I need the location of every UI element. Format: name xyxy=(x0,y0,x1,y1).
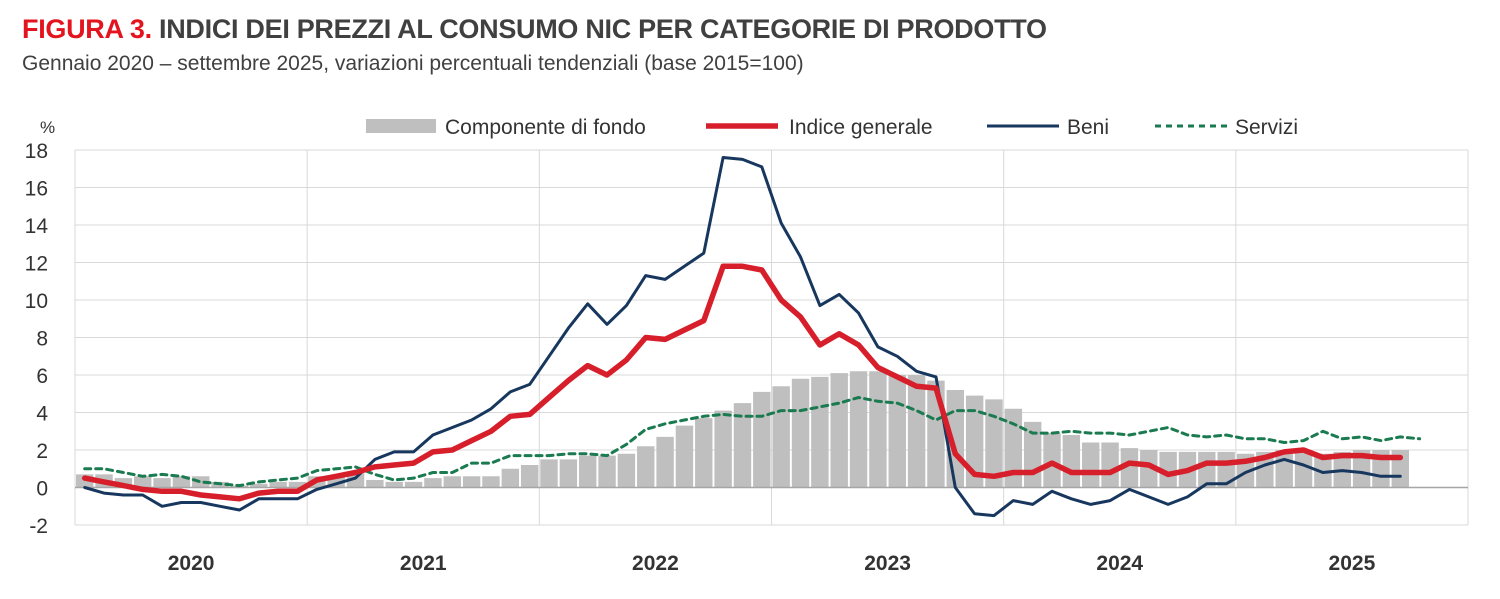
bar-componente-di-fondo xyxy=(424,478,442,488)
figure-number: FIGURA 3. xyxy=(22,14,152,44)
legend-swatch-componente-di-fondo xyxy=(366,119,436,133)
x-tick-label: 2025 xyxy=(1329,552,1376,575)
line-series xyxy=(81,156,1422,518)
bar-componente-di-fondo xyxy=(1159,451,1177,488)
bar-componente-di-fondo xyxy=(985,399,1003,488)
bar-componente-di-fondo xyxy=(637,446,655,488)
bar-componente-di-fondo xyxy=(1101,442,1119,488)
y-tick-label: 16 xyxy=(25,178,48,201)
bar-componente-di-fondo xyxy=(888,375,906,488)
bar-componente-di-fondo xyxy=(1082,442,1100,488)
bar-componente-di-fondo xyxy=(791,378,810,488)
y-tick-label: 0 xyxy=(36,478,48,501)
bar-componente-di-fondo xyxy=(385,481,403,488)
bar-componente-di-fondo xyxy=(849,371,868,488)
bar-componente-di-fondo xyxy=(578,455,597,488)
bar-componente-di-fondo xyxy=(695,418,713,488)
figure-subtitle: Gennaio 2020 – settembre 2025, variazion… xyxy=(22,52,804,75)
bar-componente-di-fondo xyxy=(501,468,520,488)
bar-componente-di-fondo xyxy=(366,480,384,488)
bar-componente-di-fondo xyxy=(462,476,481,488)
bar-componente-di-fondo xyxy=(869,371,887,488)
bar-componente-di-fondo xyxy=(1198,451,1216,488)
y-tick-label: 2 xyxy=(36,440,48,463)
bar-componente-di-fondo xyxy=(1120,448,1139,488)
bar-componente-di-fondo xyxy=(1352,450,1371,488)
x-tick-label: 2022 xyxy=(632,552,679,575)
figure-title: FIGURA 3. INDICI DEI PREZZI AL CONSUMO N… xyxy=(22,14,1047,45)
x-tick-label: 2021 xyxy=(400,552,447,575)
bar-componente-di-fondo xyxy=(327,476,345,488)
series-line-servizi xyxy=(83,396,1422,488)
x-tick-label: 2020 xyxy=(168,552,215,575)
bar-componente-di-fondo xyxy=(965,395,984,488)
y-tick-label: 8 xyxy=(36,328,48,351)
bar-componente-di-fondo xyxy=(1140,450,1158,488)
bar-componente-di-fondo xyxy=(134,476,152,488)
bar-componente-di-fondo xyxy=(1294,451,1313,488)
series-line-beni xyxy=(83,156,1402,518)
legend-label: Beni xyxy=(1067,116,1109,139)
y-tick-label: 18 xyxy=(25,140,48,163)
bar-componente-di-fondo xyxy=(520,465,539,488)
legend-label: Componente di fondo xyxy=(445,116,646,139)
bar-componente-di-fondo xyxy=(907,375,926,488)
bar-componente-di-fondo xyxy=(153,478,171,488)
bar-componente-di-fondo xyxy=(482,476,500,488)
bar-componente-di-fondo xyxy=(811,376,829,488)
bar-componente-di-fondo xyxy=(443,476,461,488)
bar-componente-di-fondo xyxy=(1314,453,1332,488)
axes: -2 0 2 4 6 8 10 12 14 16 18% 2020 2021 2022 2023 2024 20… xyxy=(25,118,1376,575)
bar-componente-di-fondo xyxy=(192,476,210,488)
bar-componente-di-fondo xyxy=(772,386,790,488)
bar-componente-di-fondo xyxy=(830,373,848,488)
legend-label: Indice generale xyxy=(789,116,933,139)
y-tick-label: 12 xyxy=(25,253,48,276)
bar-componente-di-fondo xyxy=(1062,435,1081,488)
bar-componente-di-fondo xyxy=(404,481,423,488)
bar-componente-di-fondo xyxy=(540,459,558,488)
bar-componente-di-fondo xyxy=(733,403,752,488)
bar-componente-di-fondo xyxy=(1043,433,1061,488)
bar-componente-di-fondo xyxy=(269,481,287,488)
bar-componente-di-fondo xyxy=(1004,408,1023,488)
bar-componente-di-fondo xyxy=(656,436,674,488)
y-axis-unit: % xyxy=(40,118,55,137)
legend: Componente di fondo Indice generale Beni Se… xyxy=(366,116,1298,139)
bar-componente-di-fondo xyxy=(288,481,307,488)
y-tick-label: 6 xyxy=(36,365,48,388)
y-tick-label: -2 xyxy=(29,515,48,538)
bar-componente-di-fondo xyxy=(617,453,636,488)
bar-componente-di-fondo xyxy=(675,425,694,488)
bar-series xyxy=(75,371,1409,488)
x-tick-label: 2023 xyxy=(864,552,911,575)
series-line-indice-generale xyxy=(81,263,1404,502)
figure-title-text: INDICI DEI PREZZI AL CONSUMO NIC PER CAT… xyxy=(159,14,1047,44)
legend-label: Servizi xyxy=(1235,116,1298,139)
y-tick-label: 10 xyxy=(25,290,48,313)
y-tick-label: 14 xyxy=(25,215,49,238)
bar-componente-di-fondo xyxy=(714,410,732,488)
bar-componente-di-fondo xyxy=(250,483,268,488)
bar-componente-di-fondo xyxy=(559,459,578,488)
bar-componente-di-fondo xyxy=(172,476,191,488)
x-tick-label: 2024 xyxy=(1096,552,1143,575)
bar-componente-di-fondo xyxy=(598,455,616,488)
bar-componente-di-fondo xyxy=(346,472,365,488)
bar-componente-di-fondo xyxy=(753,391,771,488)
y-tick-label: 4 xyxy=(36,403,48,426)
